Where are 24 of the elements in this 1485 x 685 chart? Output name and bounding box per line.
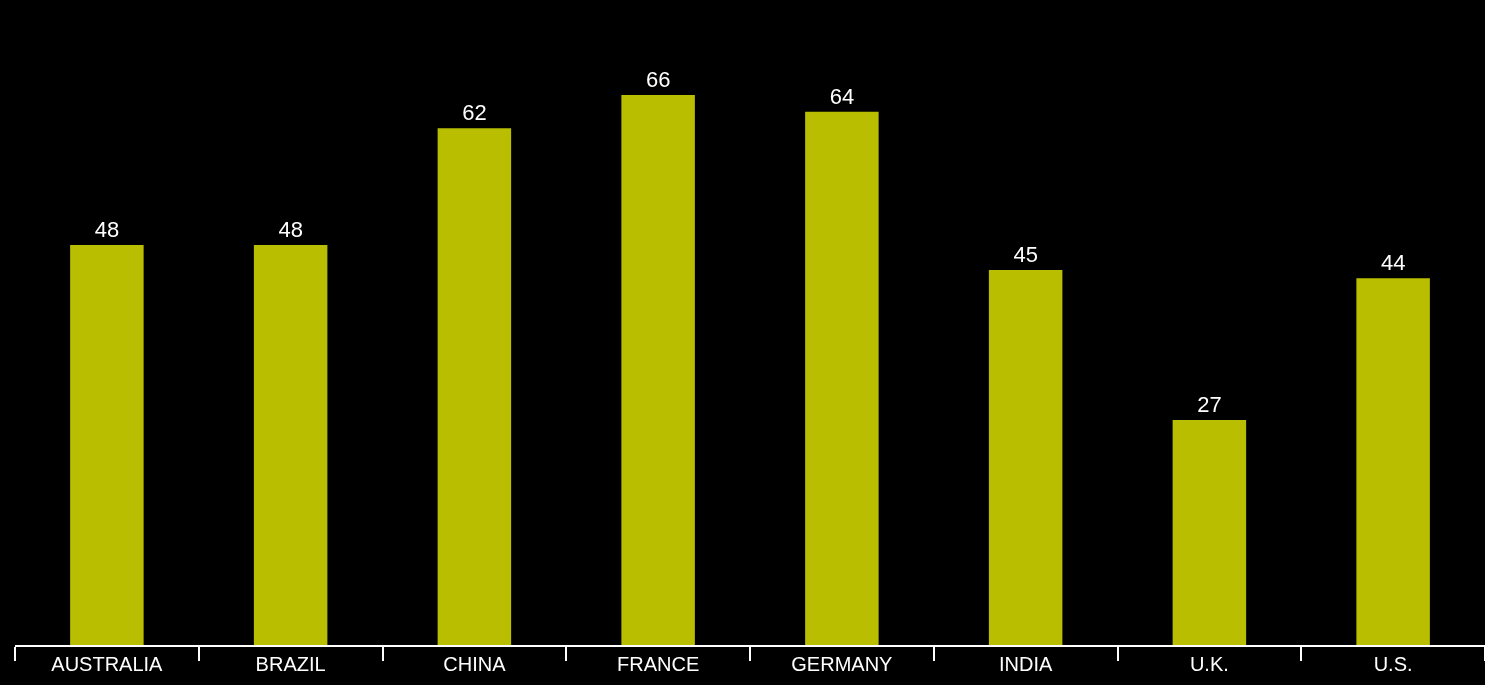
x-tick-label: INDIA — [998, 653, 1053, 675]
bar — [1172, 420, 1247, 645]
x-tick-label: CHINA — [443, 653, 507, 675]
data-label: 62 — [462, 100, 487, 126]
bar — [253, 245, 328, 645]
bar — [988, 270, 1063, 645]
data-label: 45 — [1013, 242, 1038, 267]
bar — [70, 245, 144, 645]
data-label: 48 — [94, 217, 120, 242]
bar — [805, 111, 879, 645]
x-tick-label: BRAZIL — [255, 653, 326, 675]
data-label: 64 — [829, 83, 855, 109]
bar — [437, 128, 512, 645]
x-tick-label: FRANCE — [617, 653, 700, 675]
data-label: 27 — [1197, 392, 1222, 417]
x-tick-label: U.S. — [1373, 653, 1413, 675]
data-label: 48 — [278, 217, 303, 242]
x-tick-label: AUSTRALIA — [51, 653, 164, 675]
bar — [621, 95, 695, 645]
bar — [1356, 278, 1430, 645]
x-tick-label: GERMANY — [791, 653, 893, 675]
x-tick-label: U.K. — [1189, 653, 1229, 675]
data-label: 66 — [645, 67, 671, 92]
data-label: 44 — [1380, 250, 1406, 276]
